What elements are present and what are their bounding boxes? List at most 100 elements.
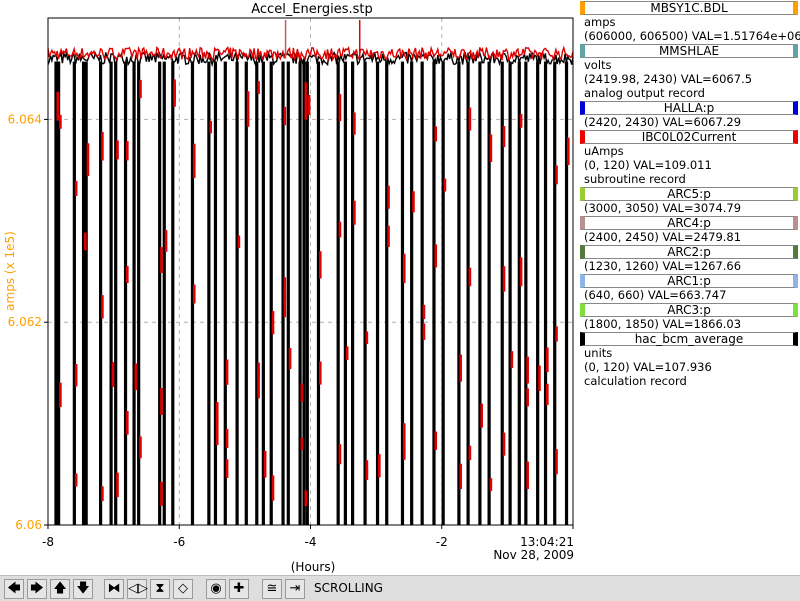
red-segment [283,294,287,318]
legend-detail: subroutine record [584,172,686,186]
legend-item[interactable]: IBC0L02Current uAmps (0, 120) VAL=109.011 s… [578,130,800,186]
legend-item[interactable]: ARC5:p (3000, 3050) VAL=3074.79 [578,187,800,215]
dropout-bar [190,61,195,526]
red-segment [160,247,163,273]
red-segment [434,431,438,450]
red-segment [434,244,438,268]
dropout-bar [536,61,540,526]
red-segment [116,472,119,498]
legend-item[interactable]: MBSY1C.BDL amps (606000, 606500) VAL=1.517… [578,1,800,43]
dropout-bar [400,61,405,526]
legend-series-name[interactable]: HALLA:p [580,101,798,115]
red-segment [56,91,60,121]
dropout-bar [441,61,445,526]
series-mbsy1c-bdl [47,50,574,526]
legend-series-name[interactable]: hac_bcm_average [580,332,798,346]
x-tick-label: -2 [436,535,448,549]
legend-series-name[interactable]: MBSY1C.BDL [580,1,798,15]
legend-series-name[interactable]: ARC4:p [580,216,798,230]
red-segment [402,423,406,453]
dropout-bar [316,61,321,526]
legend-series-name[interactable]: ARC5:p [580,187,798,201]
scroll-left-button[interactable]: 🡄 [4,579,24,599]
dropout-bar [57,61,61,526]
legend-item[interactable]: MMSHLAE volts (2419.98, 2430) VAL=6067.5 an… [578,44,800,100]
zoom-in-y-button[interactable]: ⧗ [150,579,170,599]
red-segment [257,81,260,94]
dropout-bar [261,61,265,526]
legend-item[interactable]: HALLA:p (2420, 2430) VAL=6067.29 [578,101,800,129]
red-segment [215,417,219,446]
red-segment [173,79,176,101]
dropout-bar [478,61,482,526]
zoom-in-x-button[interactable]: ⧓ [104,579,124,599]
red-segment [387,225,390,247]
red-segment [101,295,104,319]
red-segment [246,91,250,114]
legend-detail: calculation record [584,374,687,388]
red-segment [192,156,196,178]
legend-series-name[interactable]: MMSHLAE [580,44,798,58]
legend-detail: uAmps [584,144,624,158]
red-segment [459,354,463,382]
auto-scale-button[interactable]: ◉ [206,579,226,599]
dropout-bar [213,61,218,526]
red-segment [443,178,447,192]
dropout-bar [543,61,548,526]
legend-item[interactable]: ARC3:p (1800, 1850) VAL=1866.03 [578,303,800,331]
legend-item[interactable]: ARC2:p (1230, 1260) VAL=1267.66 [578,245,800,273]
red-segment [387,185,390,209]
legend-detail: (640, 660) VAL=663.747 [584,288,727,302]
legend-detail: (1230, 1260) VAL=1267.66 [584,259,742,273]
red-segment [402,253,406,284]
red-segment [116,140,119,160]
red-segment [519,257,523,287]
add-button[interactable]: ✚ [229,579,249,599]
dropout-bar [235,61,239,526]
dropout-bar [553,61,557,526]
red-segment [338,221,342,238]
red-segment [300,437,304,450]
legend-series-name[interactable]: ARC3:p [580,303,798,317]
red-segment [353,200,356,225]
red-segment [160,388,163,415]
red-segment [526,356,529,384]
red-segment [546,347,549,373]
legend-series-name[interactable]: ARC1:p [580,274,798,288]
red-segment [526,461,529,490]
dropout-bar [162,61,166,526]
scroll-end-button[interactable]: ⇥ [285,579,305,599]
red-segment [101,131,104,161]
scroll-right-button[interactable]: 🡆 [27,579,47,599]
y-axis-label: amps (x 1e5) [3,231,17,311]
dropout-bar [114,61,118,526]
red-segment [225,359,229,385]
legend-series-name[interactable]: IBC0L02Current [580,130,798,144]
zoom-out-y-button[interactable]: ◇ [173,579,193,599]
chart-title: Accel_Energies.stp [251,2,373,17]
red-segment [271,475,275,501]
red-segment [59,114,62,129]
dropout-bar [302,61,306,526]
red-segment [271,311,275,335]
red-segment [139,436,142,459]
red-segment [74,364,78,387]
red-segment [263,450,267,478]
legend-item[interactable]: hac_bcm_average units (0, 120) VAL=107.936… [578,332,800,388]
red-segment [353,112,356,135]
legend-series-name[interactable]: ARC2:p [580,245,798,259]
legend-item[interactable]: ARC4:p (2400, 2450) VAL=2479.81 [578,216,800,244]
scroll-down-button[interactable]: 🡇 [73,579,93,599]
red-segment [225,428,229,448]
status-text: SCROLLING [314,581,383,595]
zoom-out-x-button[interactable]: ◁▷ [127,579,148,599]
scroll-up-button[interactable]: 🡅 [50,579,70,599]
red-segment [502,266,506,292]
red-segment [86,163,90,176]
dropout-bar [487,61,491,526]
legend-item[interactable]: ARC1:p (640, 660) VAL=663.747 [578,274,800,302]
red-segment [422,304,426,320]
dropout-bar [81,61,86,526]
config-button[interactable]: ≅ [262,579,282,599]
dropout-bar [351,61,355,526]
